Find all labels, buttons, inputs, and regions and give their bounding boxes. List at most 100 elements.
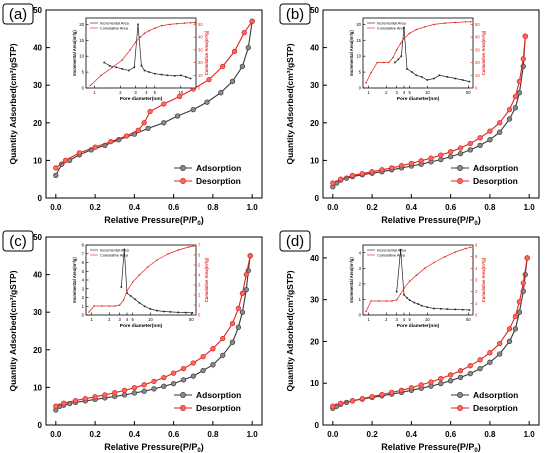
inset-x-tick-label: 5 (409, 90, 412, 95)
legend-label-adsorption: Adsorption (473, 390, 518, 400)
y-tick-label: 20 (33, 119, 42, 128)
data-point (487, 137, 493, 143)
inset-x-tick-label: 2 (108, 317, 111, 322)
y-tick-label: 0 (315, 194, 320, 203)
y-axis-label: Quantity Adsorbed(cm³/gSTP) (285, 270, 295, 391)
data-point (235, 324, 242, 330)
inset-incremental-point (177, 311, 180, 314)
data-point (72, 397, 79, 404)
inset-yl-tick-label: 7 (82, 251, 85, 256)
inset-incremental-point (173, 75, 176, 77)
inset-cumulative-point (177, 249, 180, 251)
inset-cumulative-line (88, 245, 194, 313)
inset-cumulative-point (464, 21, 467, 23)
inset-yl-tick-label: 10 (79, 54, 84, 59)
data-point (418, 158, 424, 164)
inset-yr-tick-label: 5 (198, 263, 201, 268)
inset-yl-tick-label: 5 (359, 70, 362, 75)
data-point (141, 388, 147, 394)
inset: 1 2 3 4 5 10 0 5 10 15 20 0 10 20 30 40 50 Pore diameter(… (72, 17, 209, 102)
y-tick-label: 50 (310, 6, 319, 15)
inset-x-tick-label: 10 (425, 317, 430, 322)
inset-cumulative-point (122, 299, 125, 301)
data-point (428, 379, 434, 385)
inset-cumulative-point (126, 290, 128, 292)
inset-incremental-point (103, 61, 105, 64)
inset-incremental-point (403, 26, 405, 29)
inset-cumulative-point (376, 61, 379, 64)
plot-frame (45, 236, 263, 426)
inset-cumulative-point (93, 305, 95, 307)
x-tick-label: 0.4 (129, 203, 141, 212)
inset-incremental-point (138, 302, 141, 304)
inset-cumulative-point (392, 56, 394, 59)
data-point (379, 391, 385, 398)
inset-cumulative-point (365, 310, 367, 313)
y-axis-label: Quantity Adsorbed(cm³/gSTP) (8, 43, 18, 164)
x-axis-label: Relative Pressure(P/P0) (381, 442, 480, 453)
x-axis-label: Relative Pressure(P/P0) (104, 215, 203, 227)
inset-yr-tick-label: 4 (475, 266, 478, 271)
data-point (206, 76, 212, 83)
data-point (369, 169, 375, 175)
inset-cumulative-point (433, 261, 435, 264)
inset-yr-tick-label: 0 (475, 313, 478, 318)
inset-frame (85, 17, 197, 89)
inset-yr-tick-label: 10 (198, 73, 203, 78)
y-tick-label: 10 (33, 383, 42, 392)
data-point (330, 180, 336, 186)
inset-cumulative-point (395, 299, 398, 301)
panel-label: (d) (286, 233, 304, 250)
data-point (92, 394, 98, 400)
inset-incremental-point (160, 73, 163, 76)
inset-cumulative-point (433, 23, 435, 26)
data-point (524, 255, 530, 261)
data-point (180, 365, 187, 372)
inset-yl-tick-label: 0 (82, 86, 85, 91)
data-point (520, 280, 526, 286)
inset-incremental-point (154, 72, 156, 75)
data-point (235, 305, 242, 312)
inset-cumulative-point (365, 82, 367, 84)
data-point (147, 108, 153, 115)
x-tick-label: 1.0 (247, 203, 259, 212)
data-point (467, 147, 473, 153)
inset-yr-tick-label: 40 (475, 35, 480, 40)
data-point (467, 363, 473, 369)
inset-cumulative-point (138, 274, 141, 276)
inset-yl-tick-label: 20 (356, 22, 361, 27)
inset-cumulative-point (131, 281, 134, 283)
inset-incremental-point (397, 58, 400, 61)
data-point (477, 142, 483, 149)
data-point (239, 63, 246, 70)
y-tick-label: 30 (33, 308, 42, 317)
inset-legend-label: Cumulative Area (377, 26, 406, 30)
inset-legend-label: Incremental Area (377, 21, 407, 25)
data-point (467, 370, 473, 377)
inset-yr-tick-label: 3 (475, 278, 478, 283)
legend-marker (457, 165, 463, 171)
y-tick-label: 40 (33, 271, 42, 280)
y-tick-label: 30 (33, 81, 42, 90)
inset-x-tick-label: 5 (132, 317, 135, 322)
inset-cumulative-point (154, 27, 156, 30)
x-tick-label: 0.2 (90, 203, 102, 212)
inset-y-left-label: Incremental Area(m²/g) (349, 30, 354, 76)
inset-yr-tick-label: 20 (475, 60, 480, 65)
data-point (389, 389, 395, 396)
inset-incremental-point (413, 301, 416, 304)
inset-yr-tick-label: 30 (475, 47, 480, 52)
inset-yr-tick-label: 40 (198, 35, 203, 40)
inset-incremental-point (408, 299, 411, 301)
data-point (190, 106, 196, 113)
inset-incremental-point (128, 69, 130, 72)
inset-cumulative-line (90, 22, 195, 86)
inset-cumulative-point (470, 246, 472, 249)
x-tick-label: 0.6 (168, 430, 180, 439)
x-tick-label: 0.4 (406, 430, 418, 439)
data-point (497, 129, 503, 135)
inset-y-left-label: Incremental Area(m²/g) (72, 30, 77, 76)
